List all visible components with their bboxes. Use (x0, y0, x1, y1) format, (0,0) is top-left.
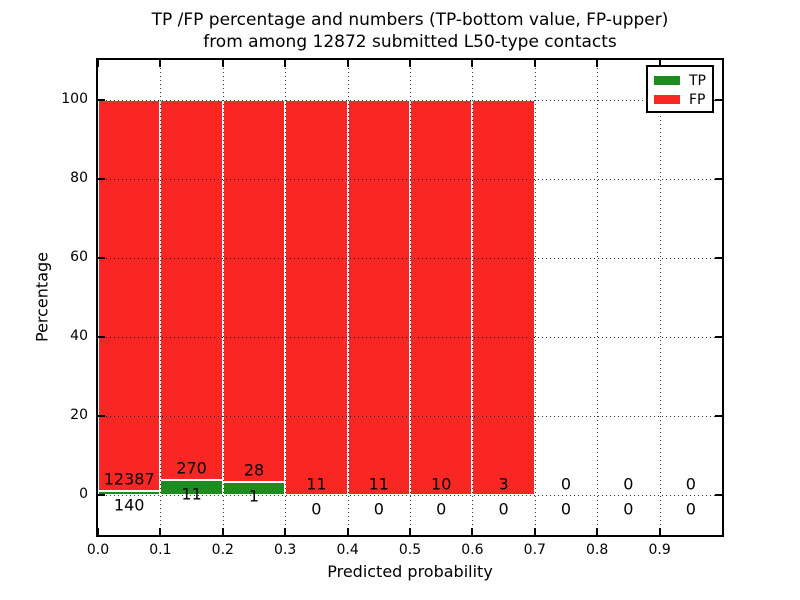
fp-count-label-bin1: 270 (176, 458, 207, 478)
tick-x-bottom-0.7 (533, 528, 536, 535)
fp-count-label-bin4: 11 (368, 474, 389, 494)
tp-count-label-bin5: 0 (436, 499, 447, 519)
fp-count-label-bin0: 12387 (103, 469, 155, 489)
gridline-x-0.8 (597, 60, 599, 535)
fp-count-label-bin5: 10 (431, 474, 452, 494)
x-tick-label-0.3: 0.3 (274, 542, 297, 558)
legend-fp-label: FP (689, 91, 706, 108)
fp-count-label-bin7: 0 (560, 474, 572, 494)
y-tick-label-40: 40 (70, 328, 88, 345)
tick-y-right-80 (715, 177, 722, 180)
x-tick-label-0.8: 0.8 (586, 542, 609, 558)
fp-count-label-bin9: 0 (685, 474, 696, 494)
legend-fp-swatch-icon (654, 95, 680, 104)
y-tick-label-100: 100 (61, 90, 88, 107)
tick-x-top-0.1 (159, 60, 162, 67)
x-tick-label-0.4: 0.4 (336, 542, 359, 558)
tp-count-label-bin3: 0 (311, 499, 322, 519)
tp-count-label-bin0: 140 (113, 495, 145, 515)
tick-x-bottom-0.3 (284, 528, 287, 535)
tp-count-label-bin7: 0 (560, 499, 572, 519)
y-axis-label: Percentage (32, 251, 52, 343)
tick-y-left-40 (98, 336, 105, 339)
bar-fp-bin2 (222, 99, 286, 482)
tick-x-top-0.8 (596, 60, 599, 67)
tick-x-bottom-0.1 (159, 528, 162, 535)
x-tick-label-0.1: 0.1 (149, 542, 172, 558)
tick-y-left-60 (98, 256, 105, 259)
chart-title: TP /FP percentage and numbers (TP-bottom… (96, 9, 724, 53)
tick-x-top-0.3 (284, 60, 287, 67)
gridline-x-0.9 (659, 60, 661, 535)
x-tick-label-0.6: 0.6 (461, 542, 484, 558)
x-tick-label-0.9: 0.9 (648, 542, 671, 558)
y-tick-label-0: 0 (79, 486, 88, 503)
legend-tp-label: TP (689, 72, 706, 89)
tick-x-top-0.2 (221, 60, 224, 67)
bar-tp-bin0 (98, 490, 161, 496)
bar-fp-bin6 (472, 99, 535, 496)
tick-y-left-80 (98, 177, 105, 180)
x-tick-label-0.2: 0.2 (211, 542, 234, 558)
gridline-x-0.4 (347, 60, 349, 535)
legend-tp-swatch-icon (654, 76, 680, 85)
tp-count-label-bin8: 0 (623, 499, 634, 519)
tick-x-bottom-0.2 (221, 528, 224, 535)
legend-entry-fp: FP (648, 90, 712, 109)
tick-x-top-0.5 (409, 60, 411, 67)
chart-title-line2: from among 12872 submitted L50-type cont… (203, 32, 617, 52)
y-tick-label-60: 60 (70, 248, 88, 265)
tp-count-label-bin6: 0 (498, 499, 509, 519)
tick-y-right-40 (715, 336, 722, 339)
fp-count-label-bin6: 3 (498, 474, 509, 494)
gridline-x-0.2 (222, 60, 224, 535)
tick-y-left-100 (98, 98, 105, 101)
fp-count-label-bin8: 0 (623, 474, 634, 494)
tick-x-top-0.9 (658, 60, 661, 67)
gridline-x-0.1 (160, 60, 162, 535)
tick-x-bottom-0.6 (471, 528, 474, 535)
tp-count-label-bin9: 0 (685, 499, 696, 519)
tick-x-top-0.4 (346, 60, 349, 67)
tick-x-top-0.7 (533, 60, 536, 67)
tick-y-right-100 (715, 98, 722, 101)
tick-x-bottom-0 (97, 528, 99, 535)
gridline-x-0.3 (285, 60, 287, 535)
x-tick-label-0.0: 0.0 (86, 542, 110, 558)
tp-count-label-bin2: 1 (248, 486, 260, 506)
chart-title-line1: TP /FP percentage and numbers (TP-bottom… (151, 10, 669, 30)
tick-y-left-0 (98, 494, 105, 497)
bar-fp-bin5 (410, 99, 473, 496)
tick-x-bottom-0.9 (658, 528, 661, 535)
fp-count-label-bin2: 28 (243, 460, 265, 480)
tick-x-bottom-0.5 (409, 528, 411, 535)
tick-x-top-0 (97, 60, 99, 67)
gridline-x-0.6 (472, 60, 474, 535)
gridline-x-0.7 (534, 60, 536, 535)
bar-fp-bin3 (285, 99, 348, 496)
tp-count-label-bin1: 11 (181, 484, 202, 504)
y-tick-label-20: 20 (70, 407, 88, 424)
tick-x-bottom-0.8 (596, 528, 599, 535)
bar-fp-bin1 (160, 99, 223, 480)
tick-x-top-0.6 (471, 60, 474, 67)
tick-y-right-0 (715, 494, 722, 497)
bar-fp-bin4 (347, 99, 410, 496)
tp-count-label-bin4: 0 (373, 499, 384, 519)
legend-entry-tp: TP (648, 71, 712, 90)
tick-y-right-20 (715, 415, 722, 418)
gridline-x-0.5 (410, 60, 411, 535)
tick-y-right-60 (715, 256, 722, 259)
legend: TP FP (646, 65, 714, 113)
x-tick-label-0.7: 0.7 (523, 542, 546, 558)
x-axis-label: Predicted probability (327, 562, 493, 581)
tick-x-bottom-0.4 (346, 528, 349, 535)
fp-count-label-bin3: 11 (306, 474, 327, 494)
y-tick-label-80: 80 (70, 169, 88, 186)
x-tick-label-0.5: 0.5 (398, 542, 422, 558)
bar-fp-bin0 (98, 99, 161, 491)
tick-y-left-20 (98, 415, 105, 418)
plot-area: 12387 140 270 11 28 1 11 0 11 0 10 0 3 0 0 0 0 0 0 0 (97, 60, 722, 535)
